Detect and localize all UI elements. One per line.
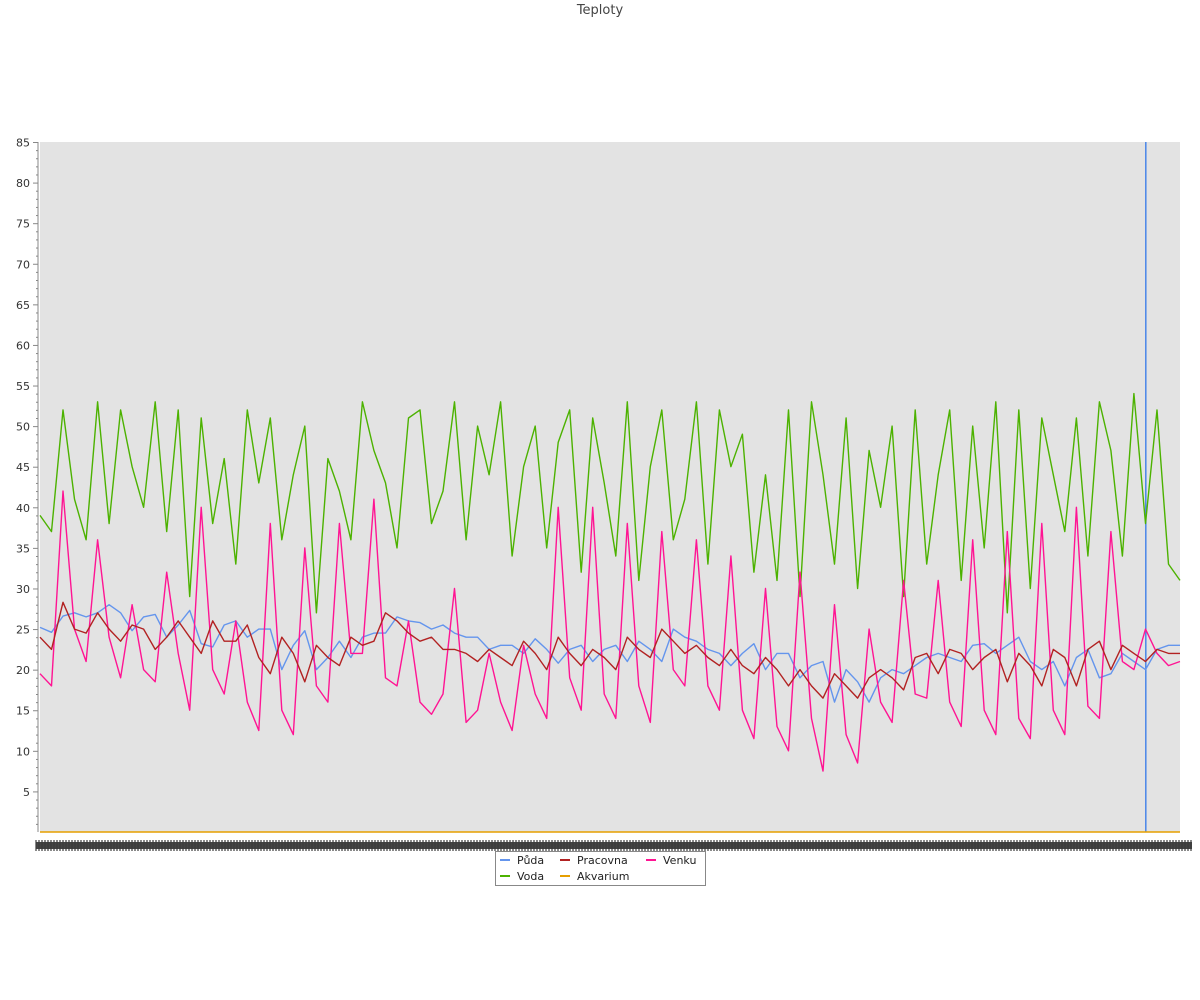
legend-swatch [500, 875, 510, 877]
legend-label: Voda [517, 870, 545, 883]
legend-swatch [560, 859, 570, 861]
y-axis: 5 10 15 20 25 30 35 40 45 50 55 60 65 70 75 80 85 [16, 137, 39, 832]
y-tick-label: 50 [16, 421, 30, 434]
legend-item: Půda [500, 854, 544, 868]
legend-item: Voda [500, 870, 544, 884]
legend-item: Venku [646, 854, 696, 868]
legend-label: Venku [663, 854, 697, 867]
series-line-2 [39, 392, 1181, 614]
y-tick-label: 45 [16, 461, 30, 474]
legend-swatch [560, 875, 570, 877]
legend-label: Akvarium [577, 870, 630, 883]
y-tick-label: 25 [16, 624, 30, 637]
y-tick-label: 5 [23, 786, 30, 799]
chart-title: Teploty [576, 3, 624, 18]
y-tick-label: 65 [16, 299, 30, 312]
legend-swatch [500, 859, 510, 861]
y-tick-label: 30 [16, 583, 30, 596]
y-tick-label: 60 [16, 339, 30, 352]
legend-label: Pracovna [577, 854, 628, 867]
legend-swatch [646, 859, 656, 861]
series-line-1 [39, 604, 1180, 703]
y-tick-label: 80 [16, 177, 30, 190]
y-tick-label: 55 [16, 380, 30, 393]
y-tick-label: 40 [16, 502, 30, 515]
y-tick-label: 70 [16, 258, 30, 271]
legend-item: Pracovna [560, 854, 628, 868]
y-tick-label: 85 [16, 137, 30, 150]
y-tick-label: 15 [16, 705, 30, 718]
x-axis-tick-band [36, 842, 1192, 849]
legend-label: Půda [517, 854, 545, 867]
series-lines [39, 392, 1181, 833]
y-tick-label: 35 [16, 542, 30, 555]
y-tick-label: 75 [16, 218, 30, 231]
y-tick-label: 10 [16, 745, 30, 758]
legend: Půda Pracovna Venku Voda Akvarium [495, 851, 706, 886]
legend-item: Akvarium [560, 870, 629, 884]
series-line-3 [39, 601, 1180, 699]
series-line-4 [39, 490, 1181, 772]
plot-area [40, 142, 1180, 832]
x-axis [35, 840, 1192, 851]
y-tick-label: 20 [16, 664, 30, 677]
